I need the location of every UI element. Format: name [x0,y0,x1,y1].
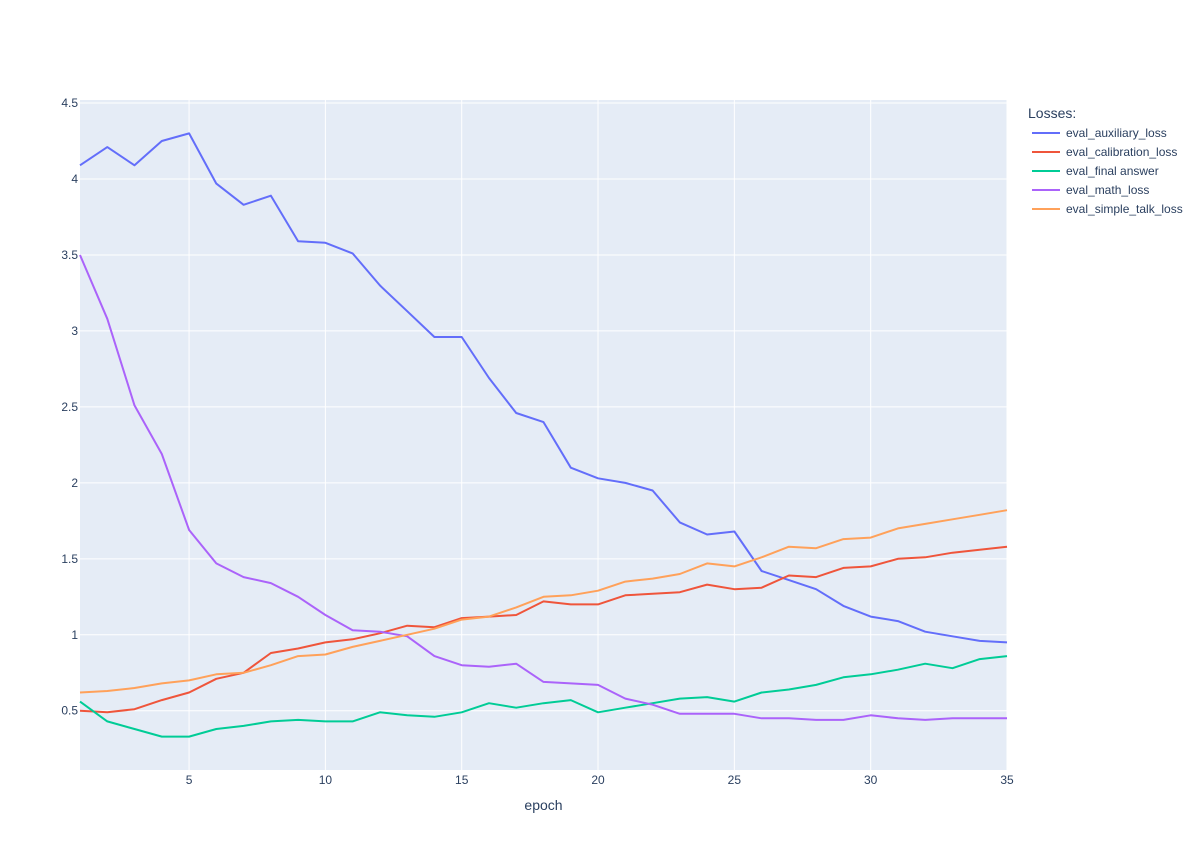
legend-label-eval-calibration-loss: eval_calibration_loss [1066,145,1177,159]
y-tick-label: 4 [71,172,78,186]
legend-label-eval-final-answer: eval_final answer [1066,164,1159,178]
series-line-eval-final-answer [79,655,1008,738]
x-tick-label: 10 [319,773,333,787]
legend-label-eval-math-loss: eval_math_loss [1066,183,1149,197]
legend-title: Losses: [1028,105,1076,121]
series-lines [79,132,1008,738]
series-line-eval-auxiliary-loss [79,132,1008,644]
y-tick-label: 3.5 [61,248,78,262]
series-line-eval-math-loss [79,254,1007,721]
y-tick-label: 3 [71,324,78,338]
series-line-eval-calibration-loss [79,545,1008,714]
y-tick-label: 4.5 [61,96,78,110]
legend-label-eval-auxiliary-loss: eval_auxiliary_loss [1066,126,1167,140]
grid-lines [80,100,1008,770]
y-tick-label: 2.5 [61,400,78,414]
x-tick-label: 35 [1000,773,1014,787]
y-tick-label: 2 [71,476,78,490]
x-tick-label: 25 [728,773,742,787]
x-tick-label: 5 [186,773,193,787]
y-tick-label: 1.5 [61,552,78,566]
y-axis: 0.5 1 1.5 2 2.5 3 3.5 4 4.5 [61,96,78,718]
x-tick-label: 15 [455,773,469,787]
x-tick-label: 30 [864,773,878,787]
y-tick-label: 1 [71,628,78,642]
plot-area [80,100,1007,770]
series-line-eval-simple-talk-loss [79,509,1008,694]
legend: Losses: eval_auxiliary_loss eval_calibrat… [1028,105,1183,216]
x-axis-title: epoch [524,797,562,813]
legend-label-eval-simple-talk-loss: eval_simple_talk_loss [1066,202,1183,216]
y-tick-label: 0.5 [61,704,78,718]
x-axis: 5 10 15 20 25 30 35 [186,773,1014,787]
x-tick-label: 20 [591,773,605,787]
